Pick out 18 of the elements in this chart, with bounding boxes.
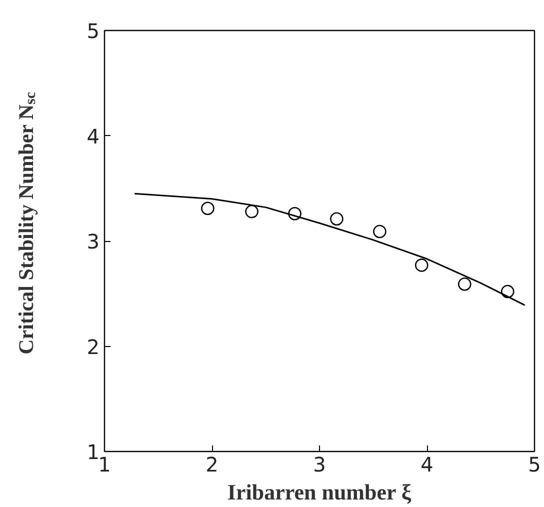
point (201, 202, 214, 216)
point (330, 212, 344, 226)
point (288, 206, 302, 220)
x-tick-label: 5 (528, 452, 541, 476)
x-tick-label: 4 (420, 452, 434, 476)
x-tick-label: 2 (206, 452, 218, 476)
point (245, 204, 258, 218)
point (373, 224, 386, 238)
x-tick-label: 3 (313, 452, 326, 476)
y-tick-label: 4 (86, 124, 100, 148)
line-series (134, 192, 526, 306)
y-tick-label: 2 (86, 334, 100, 359)
y-tick-label: 3 (86, 230, 100, 254)
x-axis-title: Iribarren number ξ (227, 480, 412, 504)
point (500, 284, 514, 298)
point (414, 258, 428, 272)
point (458, 278, 472, 291)
y-tick-label: 5 (86, 19, 100, 43)
